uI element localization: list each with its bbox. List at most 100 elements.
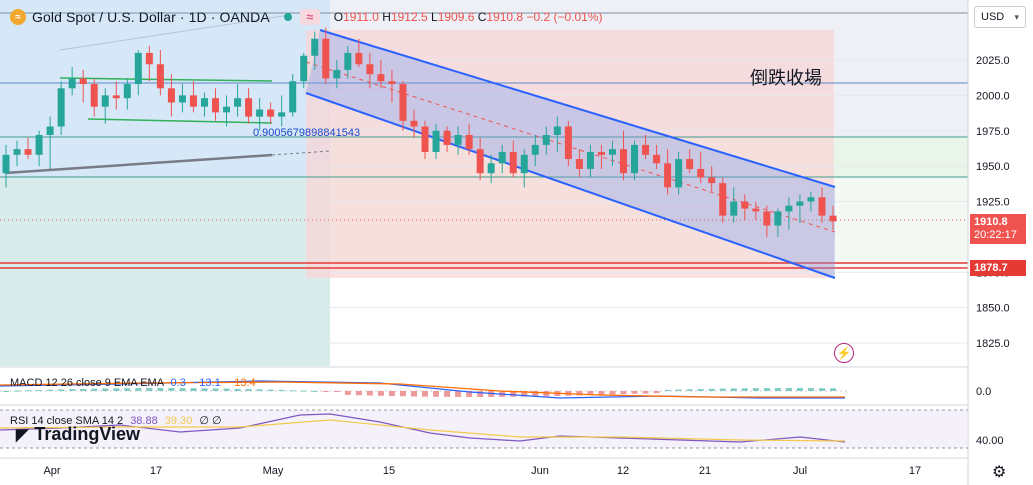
- time-tick-label: 12: [617, 465, 629, 477]
- macd-histogram-bar: [796, 388, 803, 391]
- symbol-title[interactable]: Gold Spot / U.S. Dollar · 1D · OANDA: [32, 9, 270, 25]
- level-price-tag: 1878.7: [970, 260, 1026, 276]
- macd-histogram-bar: [477, 391, 484, 397]
- macd-histogram-bar: [146, 388, 153, 391]
- macd-histogram-bar: [80, 388, 87, 391]
- candle-body: [24, 149, 32, 155]
- gold-symbol-icon: ≈: [10, 9, 26, 25]
- candle-body: [719, 183, 727, 216]
- candle-body: [796, 201, 804, 206]
- candle-body: [608, 149, 616, 155]
- macd-histogram-bar: [609, 391, 616, 395]
- macd-histogram-bar: [631, 391, 638, 394]
- candle-body: [829, 215, 837, 222]
- macd-histogram-bar: [587, 391, 594, 396]
- candle-body: [686, 159, 694, 169]
- macd-histogram-bar: [455, 391, 462, 397]
- compare-button[interactable]: ≈: [299, 9, 320, 25]
- candle-body: [741, 201, 749, 209]
- candle-body: [212, 98, 220, 113]
- candle-body: [278, 112, 286, 117]
- time-tick-label: 17: [909, 465, 921, 477]
- candle-body: [697, 168, 705, 178]
- candle-body: [542, 134, 550, 145]
- trend-line-ext: [271, 150, 331, 156]
- macd-histogram-bar: [422, 391, 429, 397]
- rsi-legend[interactable]: RSI 14 close SMA 14 2 38.88 39.30 ∅ ∅: [10, 415, 222, 427]
- macd-histogram-bar: [289, 390, 296, 392]
- channel-upper-line: [319, 29, 836, 188]
- bar-countdown: 20:22:17: [974, 229, 1017, 241]
- macd-histogram-bar: [532, 391, 539, 397]
- candle-body: [553, 126, 561, 135]
- candle-body: [388, 81, 396, 85]
- macd-histogram-bar: [653, 391, 660, 394]
- macd-histogram-bar: [179, 388, 186, 391]
- candle-body: [223, 106, 231, 113]
- candle-body: [267, 109, 275, 117]
- macd-histogram-bar: [763, 388, 770, 391]
- macd-histogram-bar: [278, 389, 285, 391]
- candle-body: [90, 84, 98, 107]
- macd-histogram-bar: [664, 389, 671, 391]
- time-tick-label: 17: [150, 465, 162, 477]
- candle-body: [57, 88, 65, 127]
- alert-flash-icon[interactable]: ⚡: [834, 343, 854, 363]
- candle-body: [322, 38, 330, 79]
- macd-histogram-bar: [366, 391, 373, 396]
- macd-histogram-bar: [598, 391, 605, 395]
- candle-body: [189, 95, 197, 107]
- macd-histogram-bar: [818, 388, 825, 391]
- candle-body: [234, 98, 242, 107]
- macd-histogram-bar: [3, 391, 9, 392]
- tradingview-logo[interactable]: ◤ TradingView: [16, 424, 140, 445]
- box-top-line: [59, 77, 273, 82]
- range-upper-shade: [0, 0, 330, 178]
- macd-histogram-bar: [91, 388, 98, 391]
- candle-body: [46, 126, 54, 135]
- chart-header: ≈ Gold Spot / U.S. Dollar · 1D · OANDA ≈…: [0, 0, 603, 34]
- candle-body: [256, 109, 264, 117]
- candle-body: [68, 78, 76, 89]
- macd-histogram-bar: [830, 388, 836, 391]
- candle-body: [178, 95, 186, 103]
- trend-line: [4, 153, 273, 175]
- candle-body: [112, 95, 120, 99]
- settings-gear-icon[interactable]: ⚙: [992, 464, 1007, 481]
- macd-histogram-bar: [686, 389, 693, 391]
- macd-legend[interactable]: MACD 12 26 close 9 EMA EMA 0.3 −13.1 −13…: [10, 377, 256, 389]
- time-tick-label: Apr: [43, 465, 60, 477]
- macd-histogram-bar: [201, 388, 208, 391]
- chevron-down-icon: ▾: [1014, 11, 1019, 22]
- tradingview-wordmark: TradingView: [34, 424, 141, 444]
- macd-histogram-bar: [697, 389, 704, 391]
- macd-histogram-bar: [730, 388, 737, 391]
- candle-body: [498, 151, 506, 164]
- candle-body: [730, 201, 738, 216]
- macd-histogram-bar: [58, 389, 65, 391]
- candle-body: [619, 149, 627, 174]
- currency-select[interactable]: USD ▾: [974, 6, 1026, 28]
- rsi-line: [0, 413, 846, 443]
- macd-histogram-bar: [245, 389, 252, 391]
- candle-body: [708, 177, 716, 184]
- candle-body: [520, 154, 528, 174]
- range-lower-shade: [0, 178, 330, 366]
- macd-histogram-bar: [344, 391, 351, 395]
- candle-body: [443, 130, 451, 145]
- macd-histogram-bar: [190, 388, 197, 391]
- price-tick-label: 1950.0: [976, 161, 1010, 173]
- candle-body: [399, 84, 407, 121]
- candle-body: [145, 52, 153, 65]
- candle-body: [785, 205, 793, 212]
- candle-body: [355, 52, 363, 65]
- candle-body: [2, 154, 10, 174]
- candle-body: [79, 78, 87, 85]
- macd-histogram-bar: [774, 388, 781, 391]
- macd-histogram-bar: [223, 388, 230, 391]
- chart-annotation[interactable]: 倒跌收場: [750, 68, 822, 89]
- macd-histogram-bar: [410, 391, 417, 397]
- macd-histogram-bar: [620, 391, 627, 395]
